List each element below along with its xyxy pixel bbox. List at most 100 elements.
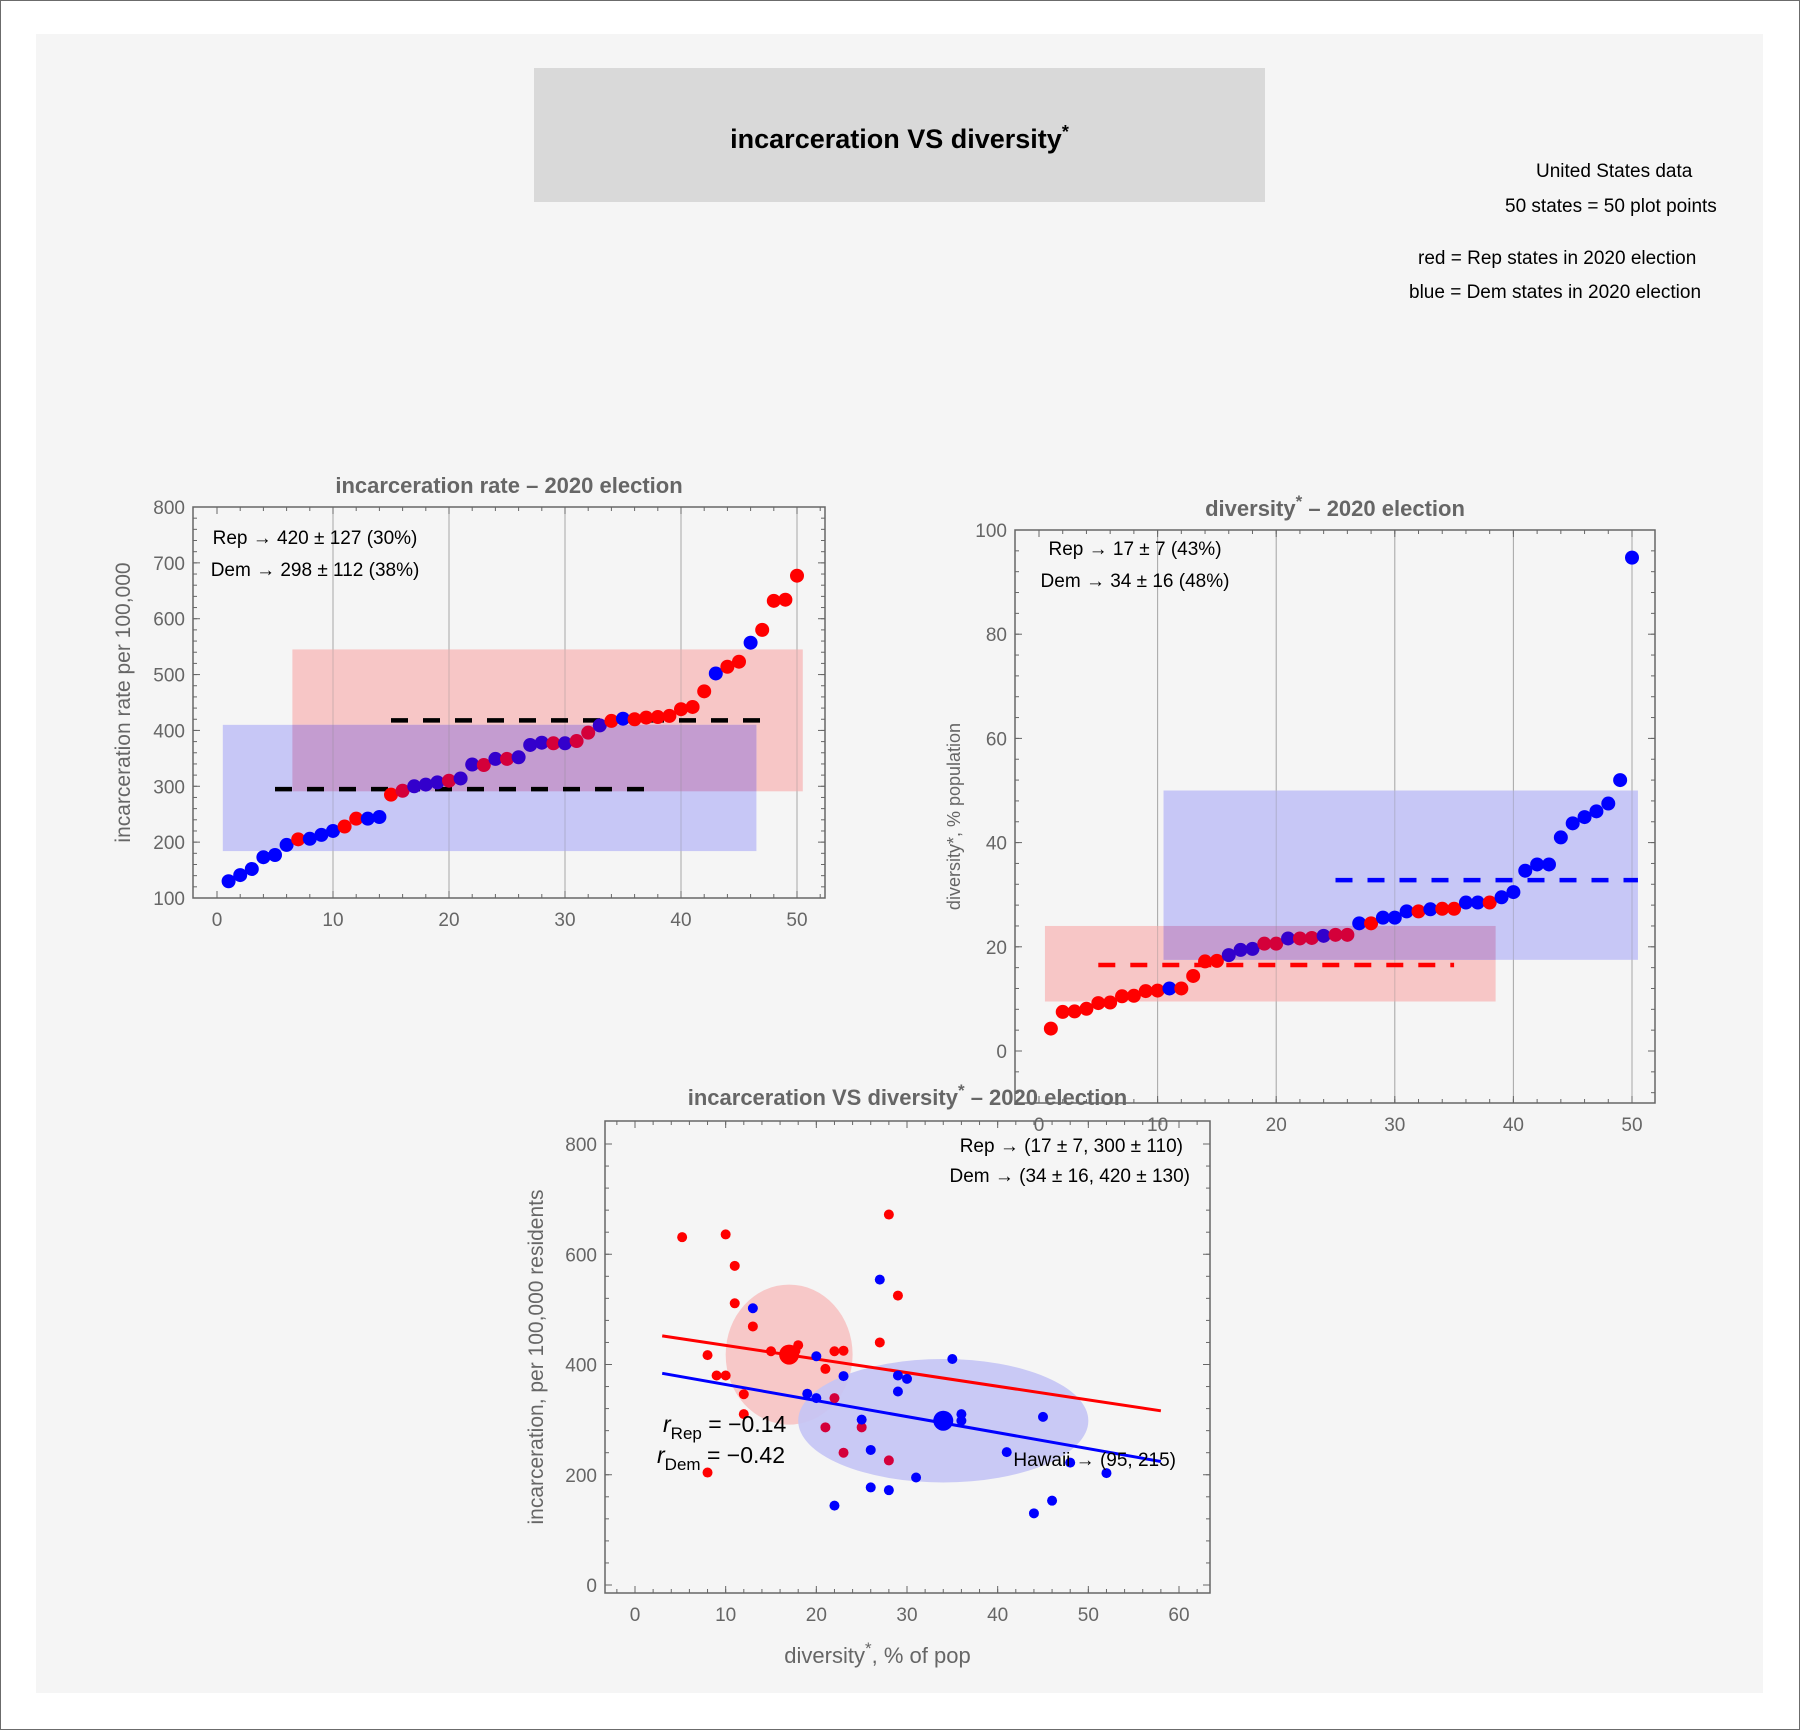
- x-tick-label: 0: [630, 1605, 641, 1626]
- dem-state-point: [360, 811, 375, 826]
- rep-state-point: [674, 702, 688, 717]
- dem-state-point: [1221, 948, 1236, 963]
- dem-state-point: [1553, 830, 1568, 845]
- y-tick-label: 0: [996, 1042, 1007, 1063]
- dem-summary-annotation: Dem → 34 ± 16 (48%): [1041, 571, 1230, 592]
- y-tick-label: 100: [153, 889, 185, 910]
- dem-state-point: [465, 757, 480, 772]
- dem-state-point: [1281, 931, 1296, 946]
- dem-state-point: [523, 737, 538, 752]
- rep-state-point: [747, 1321, 758, 1332]
- info-line-plot-points: 50 states = 50 plot points: [1505, 196, 1717, 217]
- dem-state-point: [233, 868, 248, 883]
- dem-state-point: [902, 1373, 912, 1384]
- overlap-band: [1163, 925, 1496, 960]
- dem-state-point: [1375, 910, 1390, 925]
- dem-state-point: [856, 1414, 867, 1425]
- rep-summary-annotation: Rep → 17 ± 7 (43%): [1048, 539, 1221, 560]
- rep-state-point: [1150, 983, 1165, 998]
- hawaii-annotation: Hawaii → (95, 215): [1013, 1450, 1176, 1471]
- x-tick-label: 10: [715, 1605, 736, 1626]
- dem-state-point: [511, 750, 526, 765]
- rep-state-point: [1138, 984, 1153, 999]
- dem-state-point: [1038, 1411, 1048, 1422]
- dem-state-point: [221, 874, 236, 889]
- dem-state-point: [407, 779, 422, 794]
- rep-state-point: [874, 1337, 885, 1348]
- rep-state-point: [729, 1260, 740, 1271]
- y-tick-label: 100: [975, 521, 1007, 542]
- x-tick-label: 0: [1034, 1115, 1045, 1136]
- dem-state-point: [1494, 890, 1509, 905]
- rep-state-point: [1091, 996, 1106, 1011]
- rep-state-point: [1115, 989, 1130, 1004]
- rep-state-point: [720, 659, 735, 674]
- dem-state-point: [1001, 1447, 1012, 1458]
- dem-state-point: [1233, 942, 1248, 957]
- rep-state-point: [829, 1346, 840, 1357]
- title-box: incarceration VS diversity*: [534, 68, 1265, 202]
- rep-centroid-point: [779, 1344, 800, 1365]
- x-tick-label: 20: [806, 1605, 827, 1626]
- rep-state-point: [337, 819, 352, 834]
- chart-title-rest: – 2020 election: [965, 1085, 1128, 1110]
- y-tick-label: 800: [565, 1135, 597, 1156]
- info-line-blue-legend: blue = Dem states in 2020 election: [1409, 282, 1702, 303]
- dem-state-point: [430, 775, 445, 790]
- dem-state-point: [829, 1500, 840, 1511]
- rep-state-point: [1186, 968, 1201, 983]
- x-tick-label: 10: [1147, 1115, 1168, 1136]
- rep-state-point: [755, 622, 770, 637]
- rep-state-point: [650, 710, 665, 725]
- rep-state-point: [732, 654, 746, 669]
- info-line-red-legend: red = Rep states in 2020 election: [1418, 248, 1697, 269]
- x-tick-label: 40: [987, 1605, 1008, 1626]
- rep-state-point: [1043, 1021, 1058, 1036]
- x-tick-label: 10: [322, 910, 343, 931]
- y-tick-label: 600: [565, 1245, 597, 1266]
- rep-state-point: [829, 1393, 840, 1404]
- rep-fit-line: [661, 1334, 1162, 1413]
- chart-title-asterisk: *: [958, 1081, 965, 1100]
- dem-state-point: [947, 1353, 958, 1364]
- y-axis-label: incarceration rate per 100,000: [112, 562, 135, 842]
- y-tick-label: 200: [153, 833, 185, 854]
- rep-state-point: [697, 684, 712, 699]
- rep-state-point: [883, 1455, 894, 1466]
- rep-state-point: [820, 1363, 831, 1374]
- x-tick-label: 50: [1078, 1605, 1099, 1626]
- y-tick-label: 40: [986, 834, 1007, 855]
- rep-state-point: [1209, 953, 1224, 968]
- dem-state-point: [1541, 857, 1556, 872]
- rep-state-point: [291, 832, 306, 847]
- y-tick-label: 700: [153, 554, 185, 575]
- plot-frame: [1014, 529, 1656, 1104]
- dem-state-point: [1577, 810, 1592, 825]
- rep-state-point: [1174, 981, 1189, 996]
- dem-state-point: [743, 635, 758, 650]
- r-dem-subscript: Dem: [665, 1455, 701, 1474]
- y-tick-label: 80: [986, 625, 1007, 646]
- chart-title: incarceration VS diversity* – 2020 elect…: [688, 1081, 1128, 1110]
- dem-state-point: [956, 1415, 967, 1426]
- rep-state-point: [569, 734, 584, 749]
- dem-state-point: [811, 1393, 822, 1404]
- rep-state-point: [1328, 927, 1343, 942]
- dem-state-point: [1162, 981, 1177, 996]
- r-rep-annotation: rRep = −0.14: [663, 1411, 786, 1443]
- rep-summary-annotation: Rep → 420 ± 127 (30%): [213, 528, 418, 549]
- page-title-text: incarceration VS diversity: [730, 124, 1062, 154]
- page-title-asterisk: *: [1061, 122, 1069, 142]
- dem-state-point: [1352, 916, 1367, 931]
- x-tick-label: 40: [1503, 1115, 1524, 1136]
- chart-title-text: incarceration rate – 2020 election: [335, 473, 682, 498]
- rep-state-point: [729, 1298, 740, 1309]
- y-tick-label: 600: [153, 610, 185, 631]
- y-tick-label: 400: [153, 721, 185, 742]
- dem-state-point: [268, 847, 282, 862]
- x-axis-label-rest: , % of pop: [872, 1643, 971, 1668]
- dem-state-point: [1047, 1495, 1058, 1506]
- x-axis-label: diversity*, % of pop: [784, 1639, 970, 1668]
- rep-state-point: [738, 1389, 749, 1400]
- info-line-us-data: United States data: [1536, 161, 1693, 182]
